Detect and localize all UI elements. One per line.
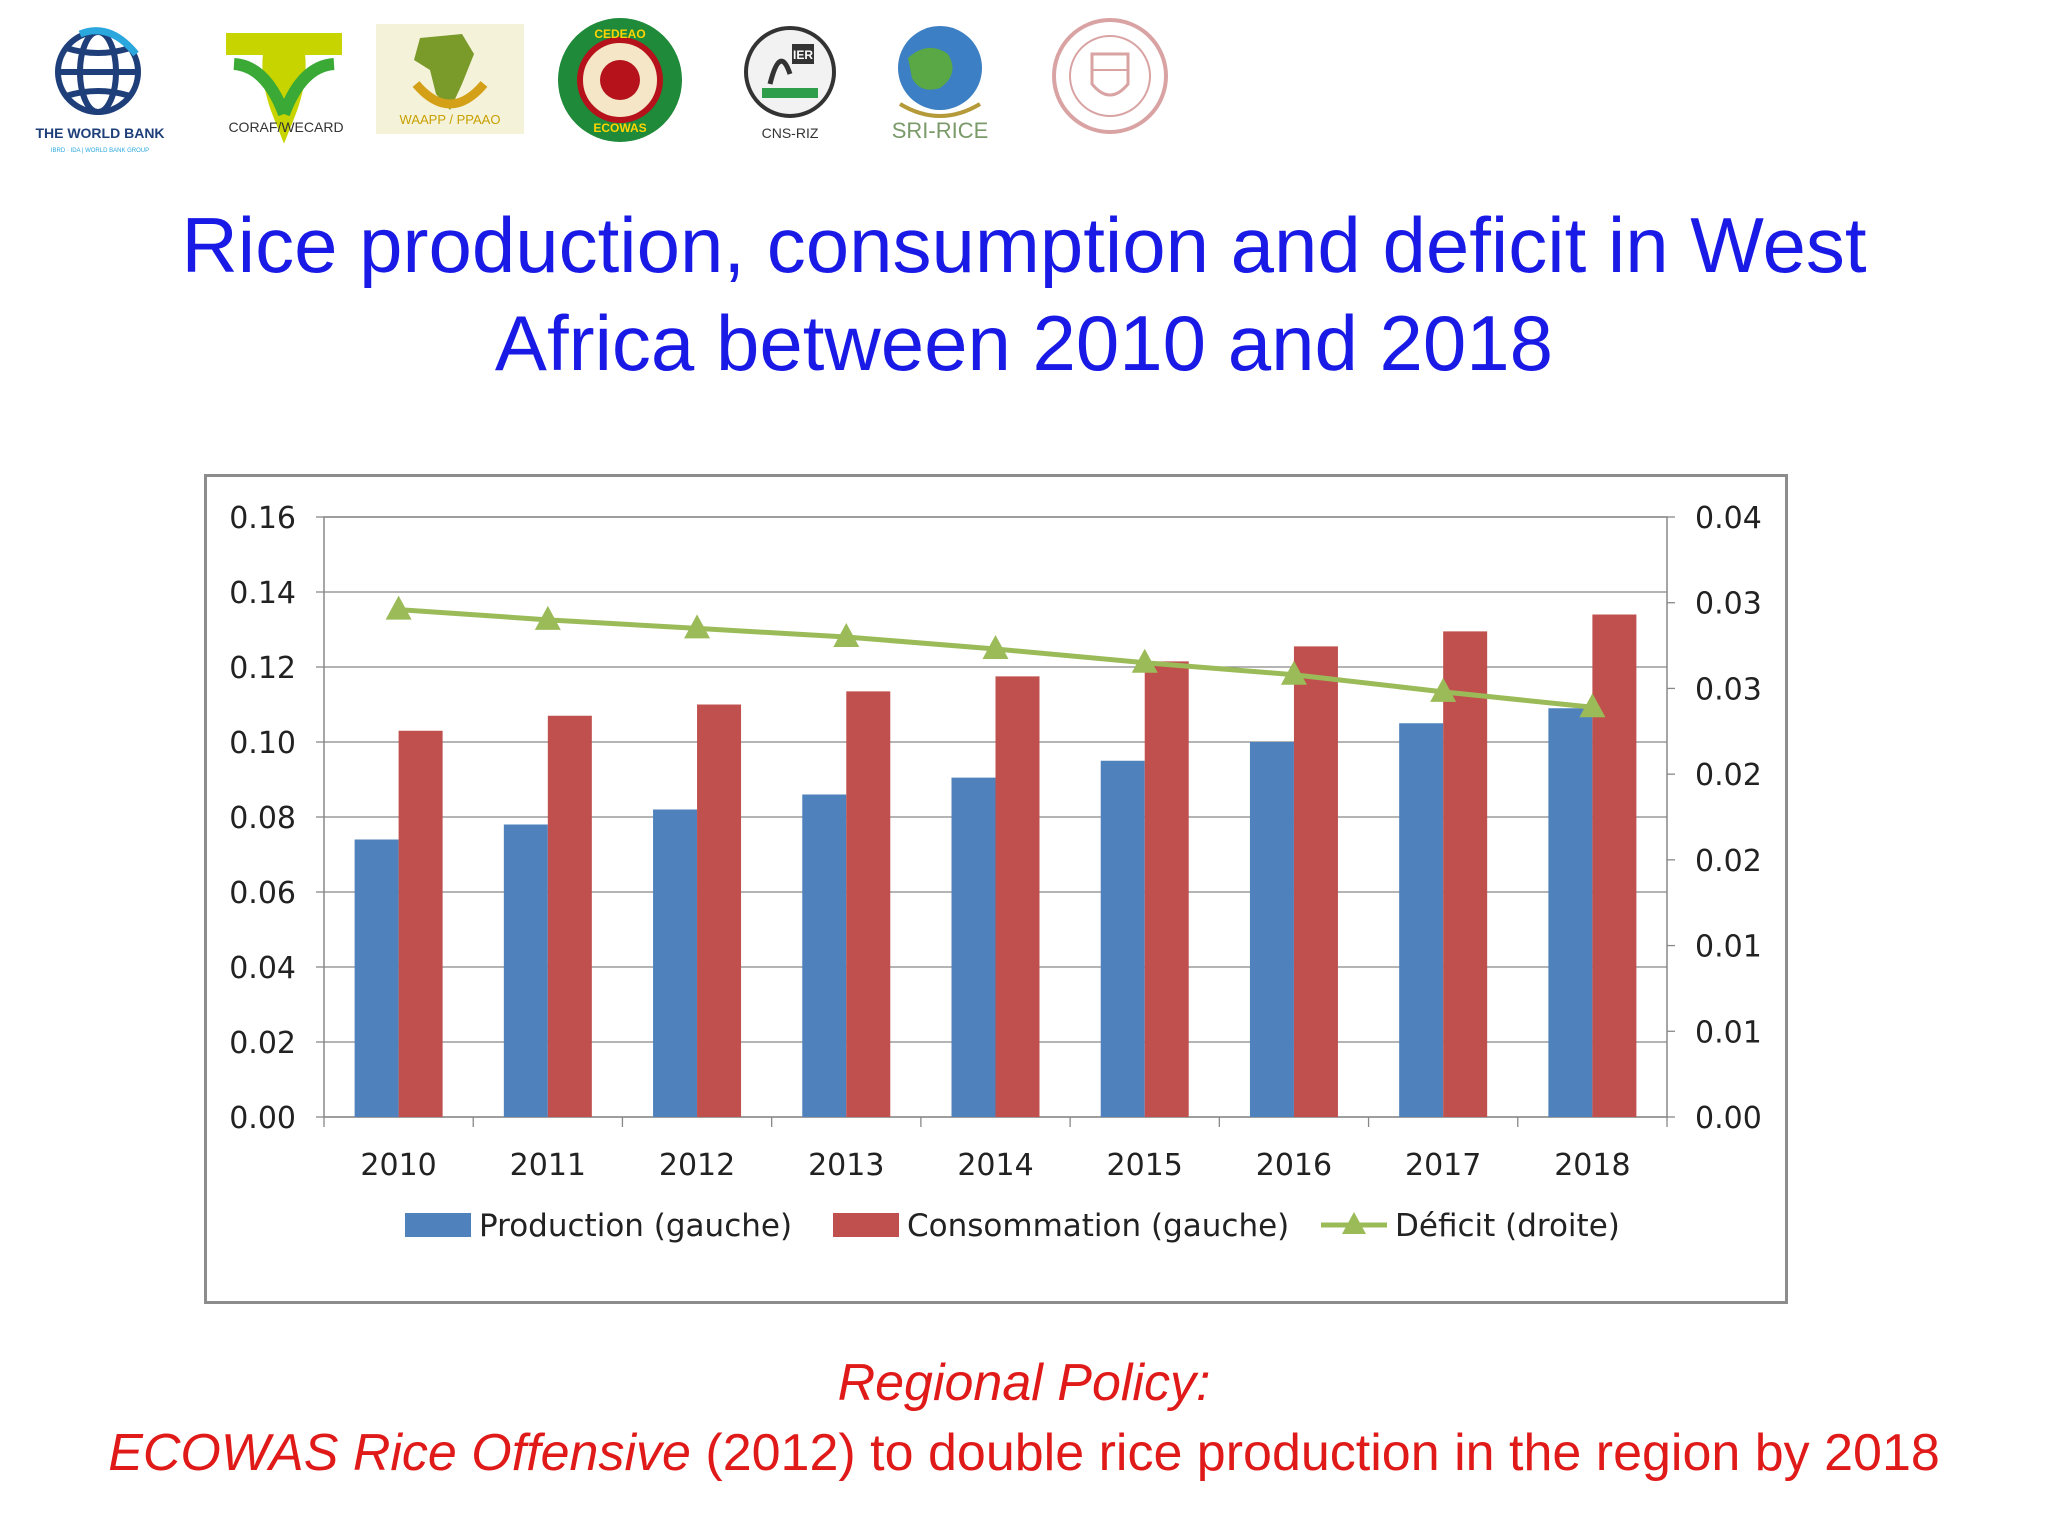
deficit-marker-2016: [1280, 660, 1307, 685]
x-tick-label: 2012: [659, 1148, 735, 1183]
bar-production-2010: [354, 839, 399, 1117]
bar-production-2012: [653, 809, 698, 1117]
x-tick-label: 2013: [808, 1148, 884, 1183]
footer-line-2: ECOWAS Rice Offensive (2012) to double r…: [0, 1418, 2048, 1488]
footer-note: Regional Policy: ECOWAS Rice Offensive (…: [0, 1348, 2048, 1488]
bar-consommation-2013: [846, 691, 891, 1117]
bar-consommation-2012: [697, 704, 742, 1117]
x-tick-label: 2017: [1405, 1148, 1481, 1183]
left-tick-label: 0.08: [229, 801, 296, 836]
bar-production-2018: [1548, 708, 1593, 1117]
left-tick-label: 0.10: [229, 726, 296, 761]
bar-consommation-2015: [1144, 661, 1189, 1117]
partner-logos: THE WORLD BANK IBRD · IDA | WORLD BANK G…: [20, 14, 1220, 164]
right-tick-label: 0.00: [1695, 1101, 1762, 1136]
bar-consommation-2016: [1293, 646, 1338, 1117]
bar-production-2011: [503, 824, 548, 1117]
ecowas-logo: CEDEAO ECOWAS: [558, 18, 682, 142]
left-tick-label: 0.02: [229, 1026, 296, 1061]
right-tick-label: 0.03: [1695, 672, 1762, 707]
left-tick-label: 0.00: [229, 1101, 296, 1136]
deficit-marker-2015: [1131, 648, 1158, 673]
legend-swatch-consommation: [833, 1213, 899, 1237]
deficit-marker-2014: [982, 635, 1009, 659]
bar-production-2015: [1100, 760, 1145, 1117]
right-tick-label: 0.04: [1695, 501, 1762, 536]
coraf-label: CORAF/WECARD: [228, 119, 343, 135]
slide-title: Rice production, consumption and deficit…: [0, 196, 2048, 392]
x-tick-label: 2016: [1256, 1148, 1332, 1183]
sri-rice-logo: SRI-RICE: [892, 26, 989, 143]
x-tick-label: 2010: [360, 1148, 436, 1183]
bar-production-2014: [951, 777, 996, 1117]
deficit-marker-2013: [833, 623, 860, 647]
cornell-seal-logo: [1052, 18, 1168, 134]
legend-marker-deficit: [1342, 1212, 1366, 1234]
deficit-marker-2012: [684, 614, 711, 639]
x-tick-label: 2018: [1554, 1148, 1630, 1183]
legend-swatch-production: [405, 1213, 471, 1237]
world-bank-sublabel: IBRD · IDA | WORLD BANK GROUP: [51, 148, 149, 154]
bar-consommation-2018: [1592, 614, 1637, 1117]
bar-production-2016: [1249, 742, 1294, 1117]
left-tick-label: 0.16: [229, 501, 296, 536]
title-line-1: Rice production, consumption and deficit…: [181, 201, 1867, 289]
deficit-marker-2010: [385, 595, 412, 620]
bar-consommation-2011: [547, 715, 592, 1117]
bar-consommation-2010: [398, 730, 443, 1117]
footer-line-1: Regional Policy:: [837, 1354, 1211, 1412]
bar-consommation-2014: [995, 676, 1040, 1117]
legend-label-consommation: Consommation (gauche): [907, 1208, 1289, 1244]
right-tick-label: 0.02: [1695, 844, 1762, 879]
deficit-marker-2011: [534, 605, 561, 630]
cns-riz-label: CNS-RIZ: [762, 125, 819, 141]
left-tick-label: 0.12: [229, 651, 296, 686]
left-tick-label: 0.06: [229, 876, 296, 911]
bar-production-2013: [802, 794, 847, 1117]
title-line-2: Africa between 2010 and 2018: [494, 299, 1554, 387]
right-tick-label: 0.01: [1695, 1015, 1762, 1050]
deficit-marker-2017: [1430, 677, 1457, 702]
footer-policy-detail: (2012) to double rice production in the …: [690, 1424, 1940, 1482]
cns-riz-logo: IER CNS-RIZ: [744, 26, 836, 141]
legend-label-production: Production (gauche): [479, 1208, 792, 1244]
ecowas-label-bottom: ECOWAS: [593, 121, 646, 135]
legend-label-deficit: Déficit (droite): [1395, 1208, 1620, 1244]
world-bank-label: THE WORLD BANK: [35, 125, 164, 141]
left-tick-label: 0.04: [229, 951, 296, 986]
waapp-label: WAAPP / PPAAO: [400, 112, 501, 127]
right-tick-label: 0.03: [1695, 587, 1762, 622]
rice-chart: 0.00 0.02 0.04 0.06 0.08 0.10 0.12 0.14 0.16 0.00…: [229, 501, 1762, 1244]
world-bank-logo: THE WORLD BANK IBRD · IDA | WORLD BANK G…: [35, 27, 165, 154]
x-tick-label: 2011: [510, 1148, 586, 1183]
bar-consommation-2017: [1443, 631, 1488, 1117]
chart-container: 0.00 0.02 0.04 0.06 0.08 0.10 0.12 0.14 0.16 0.00…: [204, 474, 1788, 1304]
x-tick-label: 2015: [1107, 1148, 1183, 1183]
sri-rice-label: SRI-RICE: [892, 118, 989, 143]
deficit-marker-2018: [1579, 693, 1606, 718]
footer-policy-name: ECOWAS Rice Offensive: [108, 1424, 691, 1482]
waapp-logo: WAAPP / PPAAO: [376, 24, 524, 134]
right-tick-label: 0.02: [1695, 758, 1762, 793]
x-tick-label: 2014: [957, 1148, 1033, 1183]
left-tick-label: 0.14: [229, 576, 296, 611]
coraf-logo: CORAF/WECARD: [226, 33, 344, 144]
ecowas-label-top: CEDEAO: [594, 27, 645, 41]
bar-production-2017: [1399, 723, 1444, 1117]
cns-riz-badge: IER: [793, 48, 813, 62]
right-tick-label: 0.01: [1695, 930, 1762, 965]
